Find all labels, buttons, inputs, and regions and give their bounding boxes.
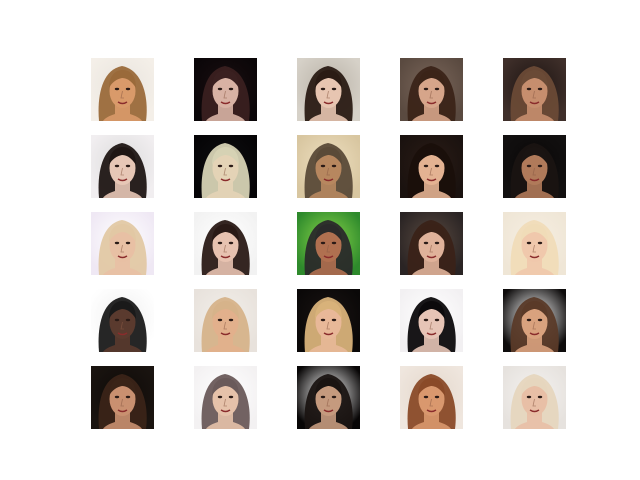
face-sample-tile	[194, 135, 257, 198]
face-image	[503, 289, 566, 352]
face-image	[297, 58, 360, 121]
face-sample-tile	[91, 212, 154, 275]
face-image	[503, 366, 566, 429]
face-sample-tile	[400, 58, 463, 121]
face-sample-tile	[297, 366, 360, 429]
face-sample-tile	[503, 58, 566, 121]
face-sample-tile	[194, 212, 257, 275]
face-sample-tile	[91, 58, 154, 121]
face-sample-tile	[91, 135, 154, 198]
face-sample-tile	[194, 58, 257, 121]
face-sample-tile	[297, 135, 360, 198]
face-image	[194, 289, 257, 352]
face-image	[194, 135, 257, 198]
face-image	[91, 58, 154, 121]
face-image	[503, 212, 566, 275]
face-sample-tile	[400, 289, 463, 352]
face-sample-tile	[400, 366, 463, 429]
face-image	[91, 366, 154, 429]
face-image	[91, 212, 154, 275]
face-sample-tile	[503, 366, 566, 429]
face-sample-tile	[297, 58, 360, 121]
face-sample-tile	[194, 366, 257, 429]
face-sample-tile	[297, 212, 360, 275]
face-sample-tile	[297, 289, 360, 352]
face-sample-tile	[503, 135, 566, 198]
face-image	[297, 366, 360, 429]
face-image	[194, 366, 257, 429]
face-sample-tile	[400, 135, 463, 198]
face-sample-tile	[503, 289, 566, 352]
face-image	[91, 289, 154, 352]
face-image	[91, 135, 154, 198]
face-image	[400, 366, 463, 429]
face-image	[297, 135, 360, 198]
face-image	[194, 58, 257, 121]
face-image	[297, 289, 360, 352]
face-sample-tile	[503, 212, 566, 275]
face-sample-tile	[91, 289, 154, 352]
face-sample-tile	[400, 212, 463, 275]
face-image	[400, 212, 463, 275]
face-image	[503, 58, 566, 121]
face-image	[400, 135, 463, 198]
face-image	[503, 135, 566, 198]
face-image	[400, 58, 463, 121]
face-sample-tile	[91, 366, 154, 429]
face-image	[194, 212, 257, 275]
face-image	[400, 289, 463, 352]
face-image	[297, 212, 360, 275]
face-sample-tile	[194, 289, 257, 352]
